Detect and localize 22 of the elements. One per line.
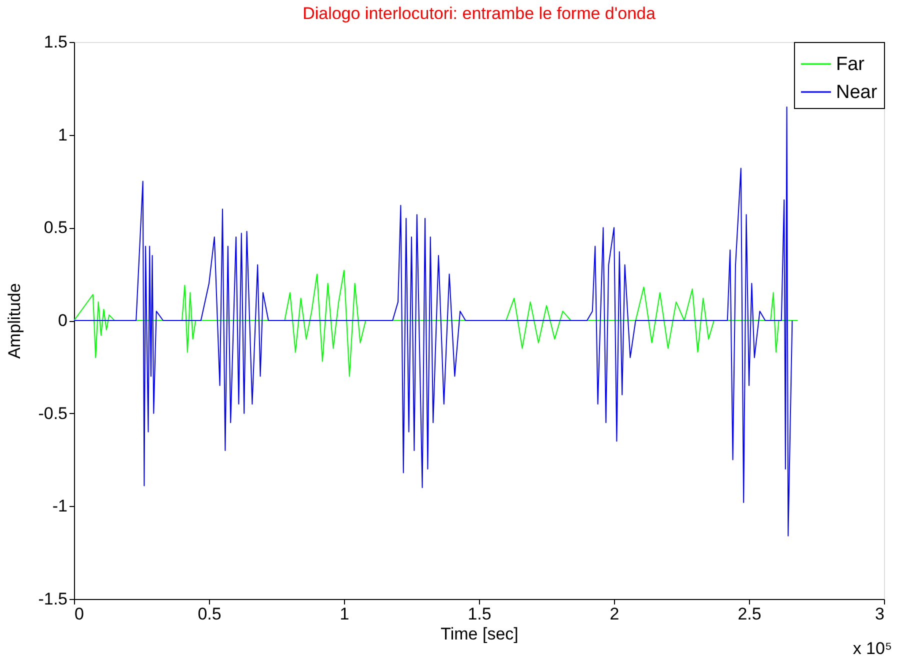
line-series (74, 270, 798, 377)
legend-label: Far (836, 54, 866, 75)
x-tick-label: 2 (610, 604, 620, 624)
chart-title: Dialogo interlocutori: entrambe le forme d'onda (302, 4, 656, 23)
legend-label: Near (836, 82, 878, 103)
x-tick-label: 0 (74, 604, 84, 624)
y-tick-label: 1 (58, 125, 68, 144)
y-axis-title: Amplitude (5, 283, 24, 359)
x-tick-label: 1 (340, 604, 350, 624)
y-tick-label: 1.5 (44, 32, 68, 52)
line-series (74, 106, 793, 536)
text: x 10⁵ (852, 639, 892, 658)
x-axis-title: Time [sec] (440, 624, 518, 644)
y-tick-label: -1 (52, 496, 68, 516)
y-tick-label: -0.5 (38, 404, 68, 423)
y-tick-label: -1.5 (38, 590, 68, 608)
y-tick-label: 0.5 (44, 218, 68, 238)
x-tick-label: 1.5 (468, 604, 492, 624)
x-tick-label: 0.5 (198, 604, 222, 624)
x-tick-label: 3 (875, 604, 884, 624)
x-tick-label: 2.5 (738, 604, 762, 624)
y-tick-label: 0 (58, 311, 68, 330)
